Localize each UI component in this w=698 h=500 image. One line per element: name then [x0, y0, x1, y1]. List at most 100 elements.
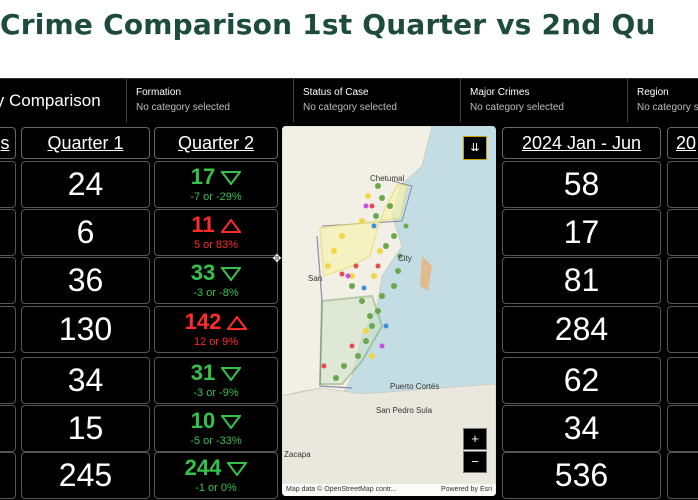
partial-left-cell	[0, 161, 16, 208]
quarter-1-value: 245	[58, 457, 113, 493]
filter-label: Major Crimes	[470, 87, 530, 98]
quarter-2-change: 12 or 9%	[193, 336, 239, 349]
quarter-2-value-cell: 244 -1 or 0%	[154, 452, 278, 499]
partial-left-cell	[0, 257, 16, 304]
map-label-san-pedro-sula: San Pedro Sula	[376, 406, 433, 415]
quarter-2-value: 33	[190, 260, 216, 285]
map-label-san: San	[308, 274, 323, 283]
map-attribution-left: Map data © OpenStreetMap contr...	[286, 486, 397, 493]
filter-label: Region	[637, 87, 669, 98]
quarter-2-value-cell: 17 -7 or -29%	[154, 161, 278, 208]
ytd-value-cell: 536	[502, 452, 661, 499]
column-header-partial-right: 20	[667, 127, 698, 159]
quarter-1-value-cell: 6	[21, 209, 150, 256]
ytd-value-cell: 81	[502, 257, 661, 304]
triangle-down-icon	[220, 262, 243, 286]
partial-left-cell	[0, 306, 16, 353]
partial-right-cell	[667, 306, 698, 353]
map-attribution: Map data © OpenStreetMap contr... Powere…	[282, 484, 496, 496]
filter-status-of-case[interactable]: Status of Case No category selected	[294, 79, 461, 123]
quarter-2-change: -3 or -8%	[193, 287, 239, 300]
quarter-1-value-cell: 34	[21, 357, 150, 404]
ytd-value-cell: 284	[502, 306, 661, 353]
page-title: Crime Comparison 1st Quarter vs 2nd Qu	[0, 8, 656, 41]
column-header-quarter-2: Quarter 2	[154, 127, 278, 159]
quarter-1-value-cell: 36	[21, 257, 150, 304]
column-header-2024-jan-jun: 2024 Jan - Jun	[502, 127, 661, 159]
filter-value: No category selected	[470, 102, 564, 113]
map-label-city: City	[398, 254, 412, 263]
triangle-down-icon	[226, 457, 249, 481]
column-header-partial-left: s	[0, 127, 16, 159]
quarter-2-value-cell: 11 5 or 83%	[154, 209, 278, 256]
quarter-2-change: 5 or 83%	[193, 239, 239, 252]
filter-bar: ly Comparison Formation No category sele…	[0, 78, 698, 123]
partial-left-cell	[0, 405, 16, 452]
quarter-2-value-cell: 33 -3 or -8%	[154, 257, 278, 304]
triangle-down-icon	[220, 362, 243, 386]
ytd-value: 62	[563, 362, 600, 398]
ytd-value: 81	[563, 262, 600, 298]
quarter-2-change: -3 or -9%	[193, 387, 239, 400]
quarter-1-value-cell: 130	[21, 306, 150, 353]
crime-map[interactable]: Chetumal City San Puerto Cortés San Pedr…	[282, 126, 496, 496]
quarter-2-value: 17	[190, 164, 216, 189]
ytd-value-cell: 17	[502, 209, 661, 256]
quarter-2-change: -7 or -29%	[190, 191, 242, 204]
quarter-1-value: 34	[67, 362, 104, 398]
filter-value: No category selected	[303, 102, 397, 113]
filter-formation[interactable]: Formation No category selected	[127, 79, 294, 123]
triangle-down-icon	[220, 166, 243, 190]
quarter-1-value: 130	[58, 311, 113, 347]
move-handle-icon[interactable]: ✥	[272, 253, 282, 265]
ytd-value: 17	[563, 214, 600, 250]
ytd-value: 58	[563, 166, 600, 202]
quarter-1-value-cell: 15	[21, 405, 150, 452]
comparison-selector[interactable]: ly Comparison	[0, 79, 127, 123]
quarter-2-value: 244	[184, 455, 222, 480]
zoom-out-button[interactable]: −	[463, 451, 487, 473]
filter-major-crimes[interactable]: Major Crimes No category selected	[461, 79, 628, 123]
zoom-in-button[interactable]: +	[463, 428, 487, 450]
ytd-value-cell: 62	[502, 357, 661, 404]
filter-region[interactable]: Region No category selected	[628, 79, 698, 123]
partial-left-cell	[0, 452, 16, 499]
quarter-2-value-cell: 142 12 or 9%	[154, 306, 278, 353]
ytd-value: 536	[554, 457, 609, 493]
column-header-quarter-1: Quarter 1	[21, 127, 150, 159]
quarter-2-value: 10	[190, 408, 216, 433]
partial-right-cell	[667, 405, 698, 452]
partial-right-cell	[667, 357, 698, 404]
quarter-1-value-cell: 245	[21, 452, 150, 499]
quarter-1-value: 36	[67, 262, 104, 298]
map-label-zacapa: Zacapa	[284, 450, 311, 459]
comparison-label: ly Comparison	[0, 91, 101, 110]
map-label-chetumal: Chetumal	[370, 174, 405, 183]
chevron-double-down-icon[interactable]: ⇊	[463, 136, 487, 160]
filter-label: Formation	[136, 87, 182, 98]
quarter-2-value: 31	[190, 360, 216, 385]
partial-left-cell	[0, 209, 16, 256]
quarter-2-value-cell: 31 -3 or -9%	[154, 357, 278, 404]
triangle-up-icon	[226, 311, 249, 335]
quarter-1-value: 15	[67, 410, 104, 446]
ytd-value-cell: 58	[502, 161, 661, 208]
quarter-2-value: 11	[191, 212, 215, 237]
quarter-1-value-cell: 24	[21, 161, 150, 208]
quarter-2-value-cell: 10 -5 or -33%	[154, 405, 278, 452]
quarter-1-value: 24	[67, 166, 104, 202]
ytd-value: 34	[563, 410, 600, 446]
partial-left-cell	[0, 357, 16, 404]
partial-right-cell	[667, 257, 698, 304]
partial-right-cell	[667, 452, 698, 499]
triangle-down-icon	[220, 410, 243, 434]
filter-value: No category selected	[637, 102, 698, 113]
quarter-2-change: -5 or -33%	[190, 435, 242, 448]
filter-value: No category selected	[136, 102, 230, 113]
partial-right-cell	[667, 161, 698, 208]
triangle-up-icon	[219, 214, 242, 238]
map-attribution-right: Powered by Esri	[441, 486, 492, 493]
map-label-puerto-cortes: Puerto Cortés	[390, 382, 440, 391]
filter-label: Status of Case	[303, 87, 369, 98]
partial-right-cell	[667, 209, 698, 256]
